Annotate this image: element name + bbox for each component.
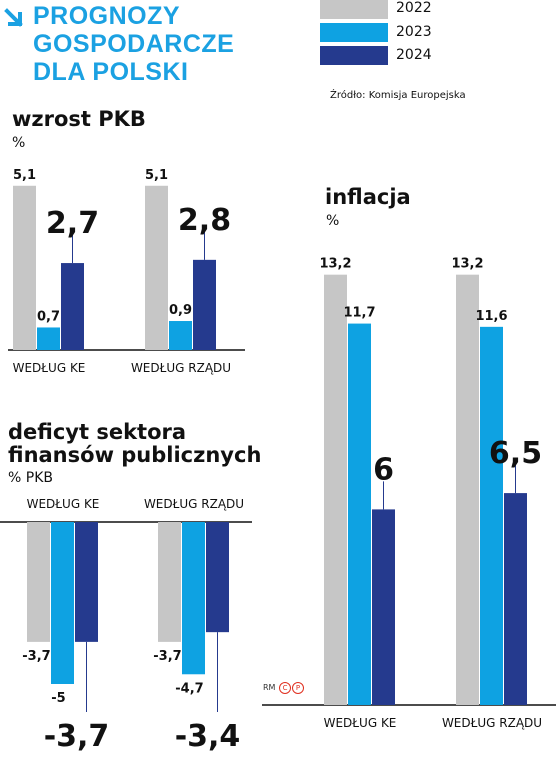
deficit-value-label-2024-1: -3,4 [175,719,241,754]
gdp-bar-2023-0 [37,327,60,350]
inflation-bar-2023-1 [480,326,503,705]
inflation-category-label-1: WEDŁUG RZĄDU [442,716,542,730]
inflation-bar-2024-0 [372,509,395,705]
gdp-chart-title: wzrost PKB [12,107,146,131]
gdp-bar-2024-1 [193,259,216,350]
deficit-value-label-2023-0: -5 [51,691,65,706]
inflation-category-label-0: WEDŁUG KE [324,716,397,730]
legend-label-2023: 2023 [396,24,432,40]
deficit-bar-2024-0 [75,522,98,642]
deficit-value-label-2022-1: -3,7 [153,649,181,664]
page-title-line-1: PROGNOZY [33,2,181,30]
deficit-value-label-2023-1: -4,7 [175,681,203,696]
copyright-icon: C [279,682,292,694]
legend-label-2022: 2022 [396,0,432,16]
deficit-bar-2023-0 [51,522,74,684]
inflation-bar-2023-0 [348,323,371,705]
legend-swatch-2023 [320,23,388,42]
gdp-bar-2024-0 [61,263,84,350]
page-title-line-2: GOSPODARCZE [33,30,235,58]
source-note: Źródło: Komisja Europejska [330,90,466,101]
gdp-bar-2023-1 [169,321,192,350]
legend-swatch-2024 [320,46,388,65]
gdp-chart-unit: % [12,135,26,151]
inflation-chart-title: inflacja [325,185,411,209]
inflation-value-label-2022-0: 13,2 [319,257,351,272]
inflation-bar-2022-1 [456,274,479,705]
deficit-bar-2023-1 [182,522,205,675]
inflation-value-label-2024-0: 6 [373,452,394,487]
deficit-value-label-2024-0: -3,7 [44,719,110,754]
credit-rm: RM [263,683,276,692]
deficit-chart-unit: % PKB [8,470,53,486]
inflation-bar-2024-1 [504,493,527,705]
inflation-bar-2022-0 [324,274,347,705]
deficit-chart-title-line-1: deficyt sektora [8,420,187,444]
gdp-category-label-1: WEDŁUG RZĄDU [131,361,231,375]
gdp-value-label-2023-1: 0,9 [169,303,192,318]
legend-label-2024: 2024 [396,47,432,63]
gdp-category-label-0: WEDŁUG KE [13,361,86,375]
press-icon: P [292,682,305,694]
gdp-value-label-2022-1: 5,1 [145,168,168,183]
deficit-category-label-1: WEDŁUG RZĄDU [144,497,244,511]
gdp-value-label-2022-0: 5,1 [13,168,36,183]
page-title-line-3: DLA POLSKI [33,58,189,86]
deficit-bar-2024-1 [206,522,229,633]
inflation-value-label-2023-1: 11,6 [475,309,507,324]
gdp-bar-2022-1 [145,185,168,350]
inflation-value-label-2022-1: 13,2 [451,257,483,272]
gdp-value-label-2024-1: 2,8 [178,203,231,238]
deficit-value-label-2022-0: -3,7 [22,649,50,664]
deficit-bar-2022-0 [27,522,50,642]
legend-swatch-2022 [320,0,388,19]
deficit-category-label-0: WEDŁUG KE [27,497,100,511]
gdp-bar-2022-0 [13,185,36,350]
inflation-value-label-2024-1: 6,5 [489,436,542,471]
inflation-value-label-2023-0: 11,7 [343,306,375,321]
inflation-chart-unit: % [326,213,340,229]
gdp-value-label-2024-0: 2,7 [46,206,99,241]
gdp-value-label-2023-0: 0,7 [37,309,60,324]
deficit-chart-title-line-2: finansów publicznych [8,443,262,467]
arrow-down-right-icon [4,8,23,27]
deficit-bar-2022-1 [158,522,181,642]
